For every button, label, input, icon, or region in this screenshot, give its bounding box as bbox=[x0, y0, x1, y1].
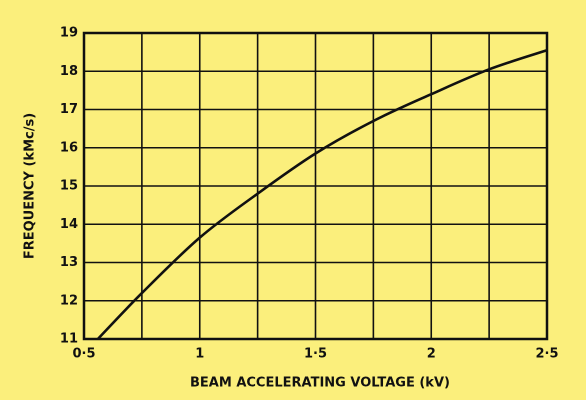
y-tick-label: 15 bbox=[60, 179, 78, 194]
y-tick-label: 17 bbox=[60, 102, 78, 117]
x-tick-label: 1 bbox=[195, 347, 204, 362]
y-tick-label: 18 bbox=[60, 64, 78, 79]
y-tick-label: 19 bbox=[60, 26, 78, 41]
x-tick-label: 1·5 bbox=[304, 347, 327, 362]
x-axis-label: BEAM ACCELERATING VOLTAGE (kV) bbox=[190, 376, 450, 391]
y-tick-label: 16 bbox=[60, 140, 78, 155]
x-tick-label: 2 bbox=[427, 347, 436, 362]
y-tick-label: 11 bbox=[60, 332, 78, 347]
y-tick-label: 13 bbox=[60, 255, 78, 270]
y-axis-label: FREQUENCY (kMc/s) bbox=[23, 113, 38, 259]
x-tick-label: 0·5 bbox=[72, 347, 95, 362]
y-tick-label: 14 bbox=[60, 217, 78, 232]
data-line bbox=[96, 48, 548, 340]
x-tick-label: 2·5 bbox=[535, 347, 558, 362]
y-tick-label: 12 bbox=[60, 293, 78, 308]
